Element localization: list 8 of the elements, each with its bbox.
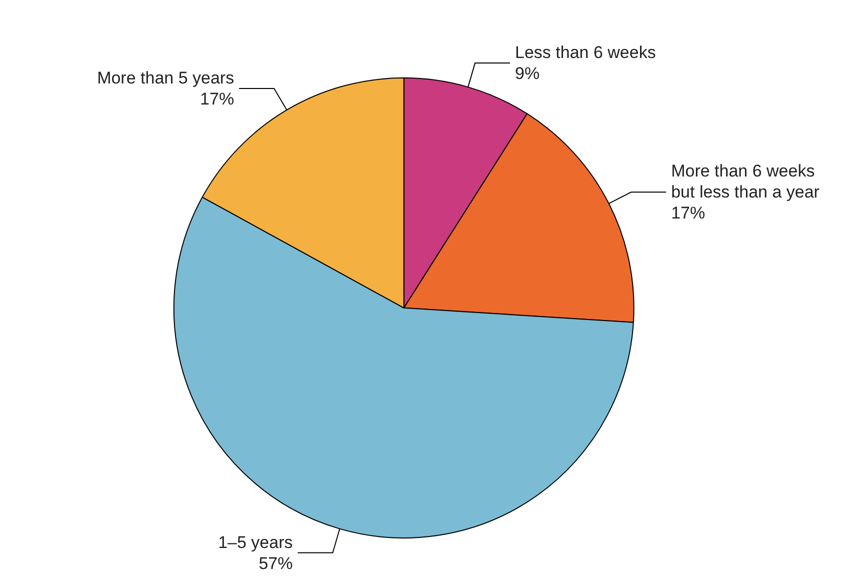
data-label: 17% (671, 204, 706, 223)
slice-label: More than 6 weeks but less than a year (671, 162, 820, 202)
data-label: 17% (200, 89, 234, 108)
slice-label: More than 5 years (97, 68, 234, 88)
slice-label: 1–5 years (218, 532, 293, 552)
slice-label: Less than 6 weeks (515, 43, 656, 62)
data-label: 57% (258, 554, 293, 573)
data-label: 9% (515, 64, 540, 84)
